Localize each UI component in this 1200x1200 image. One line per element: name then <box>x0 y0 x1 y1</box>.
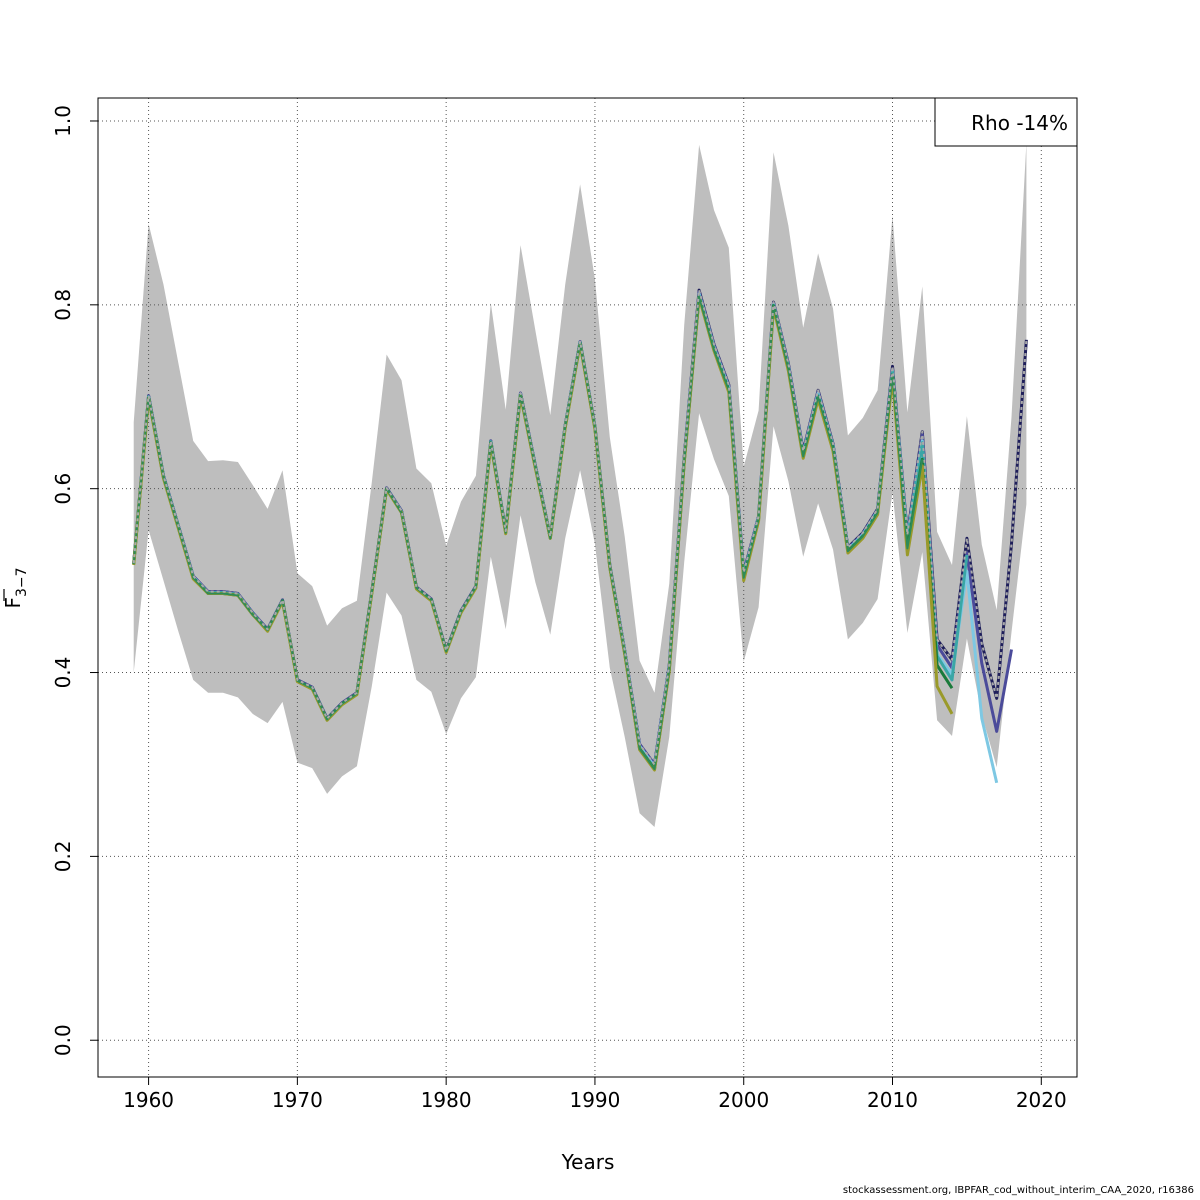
x-axis-title: Years <box>561 1150 615 1174</box>
y-axis-title: F3−7 <box>1 567 30 608</box>
y-tick-label-1.0: 1.0 <box>51 105 75 137</box>
series-line-8 <box>132 289 1028 766</box>
confidence-band-layer <box>133 143 1027 827</box>
x-tick-label-1970: 1970 <box>272 1088 323 1112</box>
y-tick-label-0.6: 0.6 <box>51 473 75 505</box>
x-tick-label-2000: 2000 <box>718 1088 769 1112</box>
y-tick-label-0.4: 0.4 <box>51 657 75 689</box>
x-tick-label-1960: 1960 <box>123 1088 174 1112</box>
y-tick-label-0.0: 0.0 <box>51 1024 75 1056</box>
y-tick-label-0.8: 0.8 <box>51 289 75 321</box>
legend-box <box>934 97 1078 147</box>
x-tick-label-1990: 1990 <box>569 1088 620 1112</box>
svg-text:F3−7: F3−7 <box>1 567 30 608</box>
plot-frame <box>97 97 1078 1078</box>
footer-source-text: stockassessment.org, IBPFAR_cod_without_… <box>842 1185 1194 1196</box>
x-tick-label-1980: 1980 <box>421 1088 472 1112</box>
axis-layer: 1960 1970 1980 1990 2000 2010 2020 0.0 0.2 0.4 0.6… <box>51 105 1067 1112</box>
series-layer <box>132 288 1028 784</box>
y-axis-title-sub: 3−7 <box>14 567 30 597</box>
confidence-band <box>133 143 1027 827</box>
x-tick-label-2010: 2010 <box>867 1088 918 1112</box>
x-tick-label-2020: 2020 <box>1016 1088 1067 1112</box>
legend-rho-text: Rho -14% <box>971 111 1068 135</box>
y-axis-title-main: F <box>1 597 25 609</box>
legend: Rho -14% <box>934 97 1078 147</box>
y-tick-label-0.2: 0.2 <box>51 840 75 872</box>
